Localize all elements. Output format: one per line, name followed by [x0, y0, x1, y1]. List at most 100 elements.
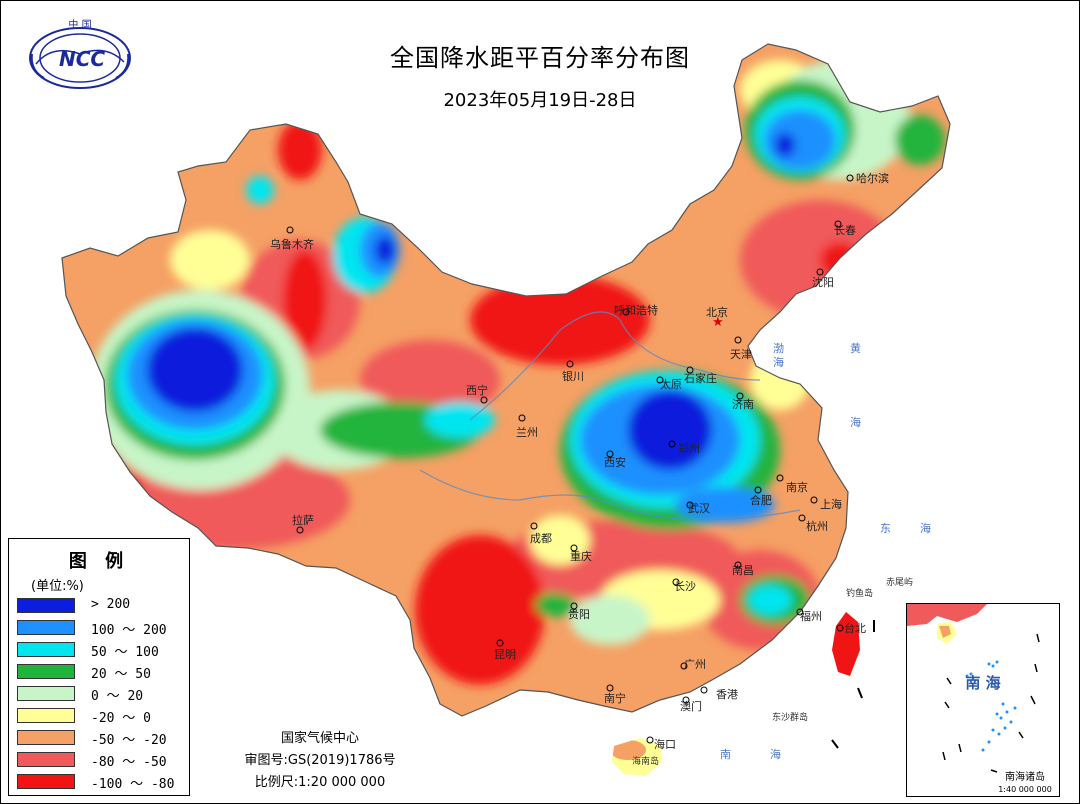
sea-label-east-1: 东: [880, 522, 891, 535]
legend-unit: (单位:%): [31, 579, 84, 594]
legend-item: 50 ～ 100: [17, 641, 187, 660]
city-label-chengdu: 成都: [530, 532, 552, 545]
legend-label: 20 ～ 50: [91, 667, 151, 682]
legend-item: 20 ～ 50: [17, 663, 187, 682]
taiwan-fill: [832, 612, 860, 676]
city-label-hongkong: 香港: [716, 688, 738, 701]
yangtze-river: [419, 469, 801, 521]
city-label-guangzhou: 广州: [684, 658, 706, 671]
city-label-kunming: 昆明: [494, 648, 516, 661]
legend-item: -20 ～ 0: [17, 707, 187, 726]
city-label-wuhan: 武汉: [688, 502, 710, 515]
legend-title: 图 例: [68, 551, 130, 572]
legend-item: -50 ～ -20: [17, 729, 187, 748]
credits-scale: 比例尺:1:20 000 000: [254, 775, 386, 790]
credits-org: 国家气候中心: [280, 731, 359, 746]
legend: 图 例 (单位:%) > 200 100 ～ 200 50 ～ 100 20 ～ 50…: [8, 538, 190, 796]
city-label-guiyang: 贵阳: [568, 608, 590, 621]
legend-item: 0 ～ 20: [17, 685, 187, 704]
logo-top-text: 中 国: [68, 18, 91, 31]
city-label-taiyuan: 太原: [660, 378, 682, 391]
city-label-jinan: 济南: [732, 397, 754, 411]
city-label-chongqing: 重庆: [570, 549, 592, 563]
inset-sea-label: 南 海: [965, 674, 1000, 692]
boundary-dashes: [831, 620, 875, 749]
legend-swatch: [17, 752, 75, 767]
city-label-hefei: 合肥: [750, 493, 772, 507]
sea-label-south-2: 海: [770, 747, 781, 761]
legend-swatch: [17, 686, 75, 701]
legend-swatch: [17, 642, 75, 657]
legend-label: 50 ～ 100: [91, 645, 159, 660]
credits: 国家气候中心 审图号:GS(2019)1786号 比例尺:1:20 000 00…: [220, 728, 420, 794]
logo-mark: NCC: [59, 47, 105, 71]
legend-label: 0 ～ 20: [91, 689, 144, 704]
yellow-river: [469, 311, 761, 421]
city-label-tianjin: 天津: [730, 348, 752, 361]
city-label-zhengzhou: 郑州: [678, 441, 700, 455]
legend-item: 100 ～ 200: [17, 619, 187, 638]
legend-swatch: [17, 598, 75, 613]
legend-label: 100 ～ 200: [91, 623, 167, 638]
island-label-hainan: 海南岛: [632, 755, 659, 767]
legend-item: -100 ～ -80: [17, 773, 187, 792]
page-subtitle: 2023年05月19日-28日: [443, 90, 637, 111]
svg-text:★: ★: [712, 315, 724, 330]
sea-label-south-1: 南: [720, 748, 731, 761]
legend-label: -100 ～ -80: [91, 777, 175, 792]
ncc-logo: 中 国 NCC: [29, 18, 131, 89]
inset-map: 南 海 南海诸岛 1:40 000 000: [907, 604, 1052, 794]
legend-swatch: [17, 730, 75, 745]
city-label-changsha: 长沙: [674, 580, 696, 593]
sea-label-yellow-2: 海: [850, 415, 861, 429]
island-label-dongsha: 东沙群岛: [772, 711, 808, 723]
city-label-beijing: 北京: [706, 305, 728, 319]
south-china-sea-inset: 南 海 南海诸岛 1:40 000 000: [906, 603, 1060, 797]
hainan-fill: [612, 738, 662, 776]
city-label-shijiazhuang: 石家庄: [684, 371, 717, 385]
inset-scale: 1:40 000 000: [998, 785, 1052, 794]
city-label-changchun: 长春: [834, 224, 856, 237]
city-label-nanjing: 南京: [786, 480, 808, 494]
city-label-fuzhou: 福州: [800, 609, 822, 623]
page-title: 全国降水距平百分率分布图: [390, 44, 690, 72]
island-labels: 钓鱼岛 赤尾屿 东沙群岛 海南岛: [632, 577, 913, 767]
city-label-xian: 西安: [604, 455, 626, 469]
city-label-taibei: 台北: [844, 621, 866, 635]
city-label-harbin: 哈尔滨: [856, 171, 889, 185]
city-label-macau: 澳门: [680, 699, 702, 713]
city-label-lhasa: 拉萨: [292, 513, 314, 527]
city-label-hohhot: 呼和浩特: [614, 303, 658, 317]
city-label-nanning: 南宁: [604, 691, 626, 705]
legend-label: -80 ～ -50: [91, 755, 167, 770]
sea-label-bohai-1: 渤: [773, 342, 784, 355]
china-border: [61, 43, 951, 717]
city-label-hangzhou: 杭州: [806, 519, 828, 533]
legend-swatch: [17, 620, 75, 635]
legend-label: -50 ～ -20: [91, 733, 167, 748]
credits-review-number: 审图号:GS(2019)1786号: [244, 753, 396, 768]
city-label-lanzhou: 兰州: [516, 426, 538, 439]
city-label-nanchang: 南昌: [732, 564, 754, 577]
sea-labels: 渤 海 黄 海 东 海 南 海: [720, 341, 931, 761]
legend-label: -20 ～ 0: [91, 711, 151, 726]
city-labels: 哈尔滨 长春 沈阳 ★北京 天津 石家庄 太原 济南 呼和浩特 乌鲁木齐 西宁 …: [270, 171, 889, 751]
legend-item: > 200: [17, 597, 187, 615]
legend-swatch: [17, 708, 75, 723]
legend-item: -80 ～ -50: [17, 751, 187, 770]
city-label-shenyang: 沈阳: [812, 275, 834, 289]
sea-label-east-2: 海: [920, 521, 931, 535]
legend-label: > 200: [91, 597, 131, 612]
city-label-haikou: 海口: [654, 737, 676, 751]
sea-label-bohai-2: 海: [773, 355, 784, 369]
city-label-xining: 西宁: [466, 383, 488, 397]
inset-title: 南海诸岛: [1005, 770, 1045, 783]
legend-swatch: [17, 664, 75, 679]
city-label-urumqi: 乌鲁木齐: [270, 237, 314, 251]
island-label-diaoyu: 钓鱼岛: [846, 587, 873, 599]
island-label-chiwei: 赤尾屿: [886, 577, 913, 588]
city-label-shanghai: 上海: [820, 497, 842, 511]
legend-swatch: [17, 774, 75, 789]
